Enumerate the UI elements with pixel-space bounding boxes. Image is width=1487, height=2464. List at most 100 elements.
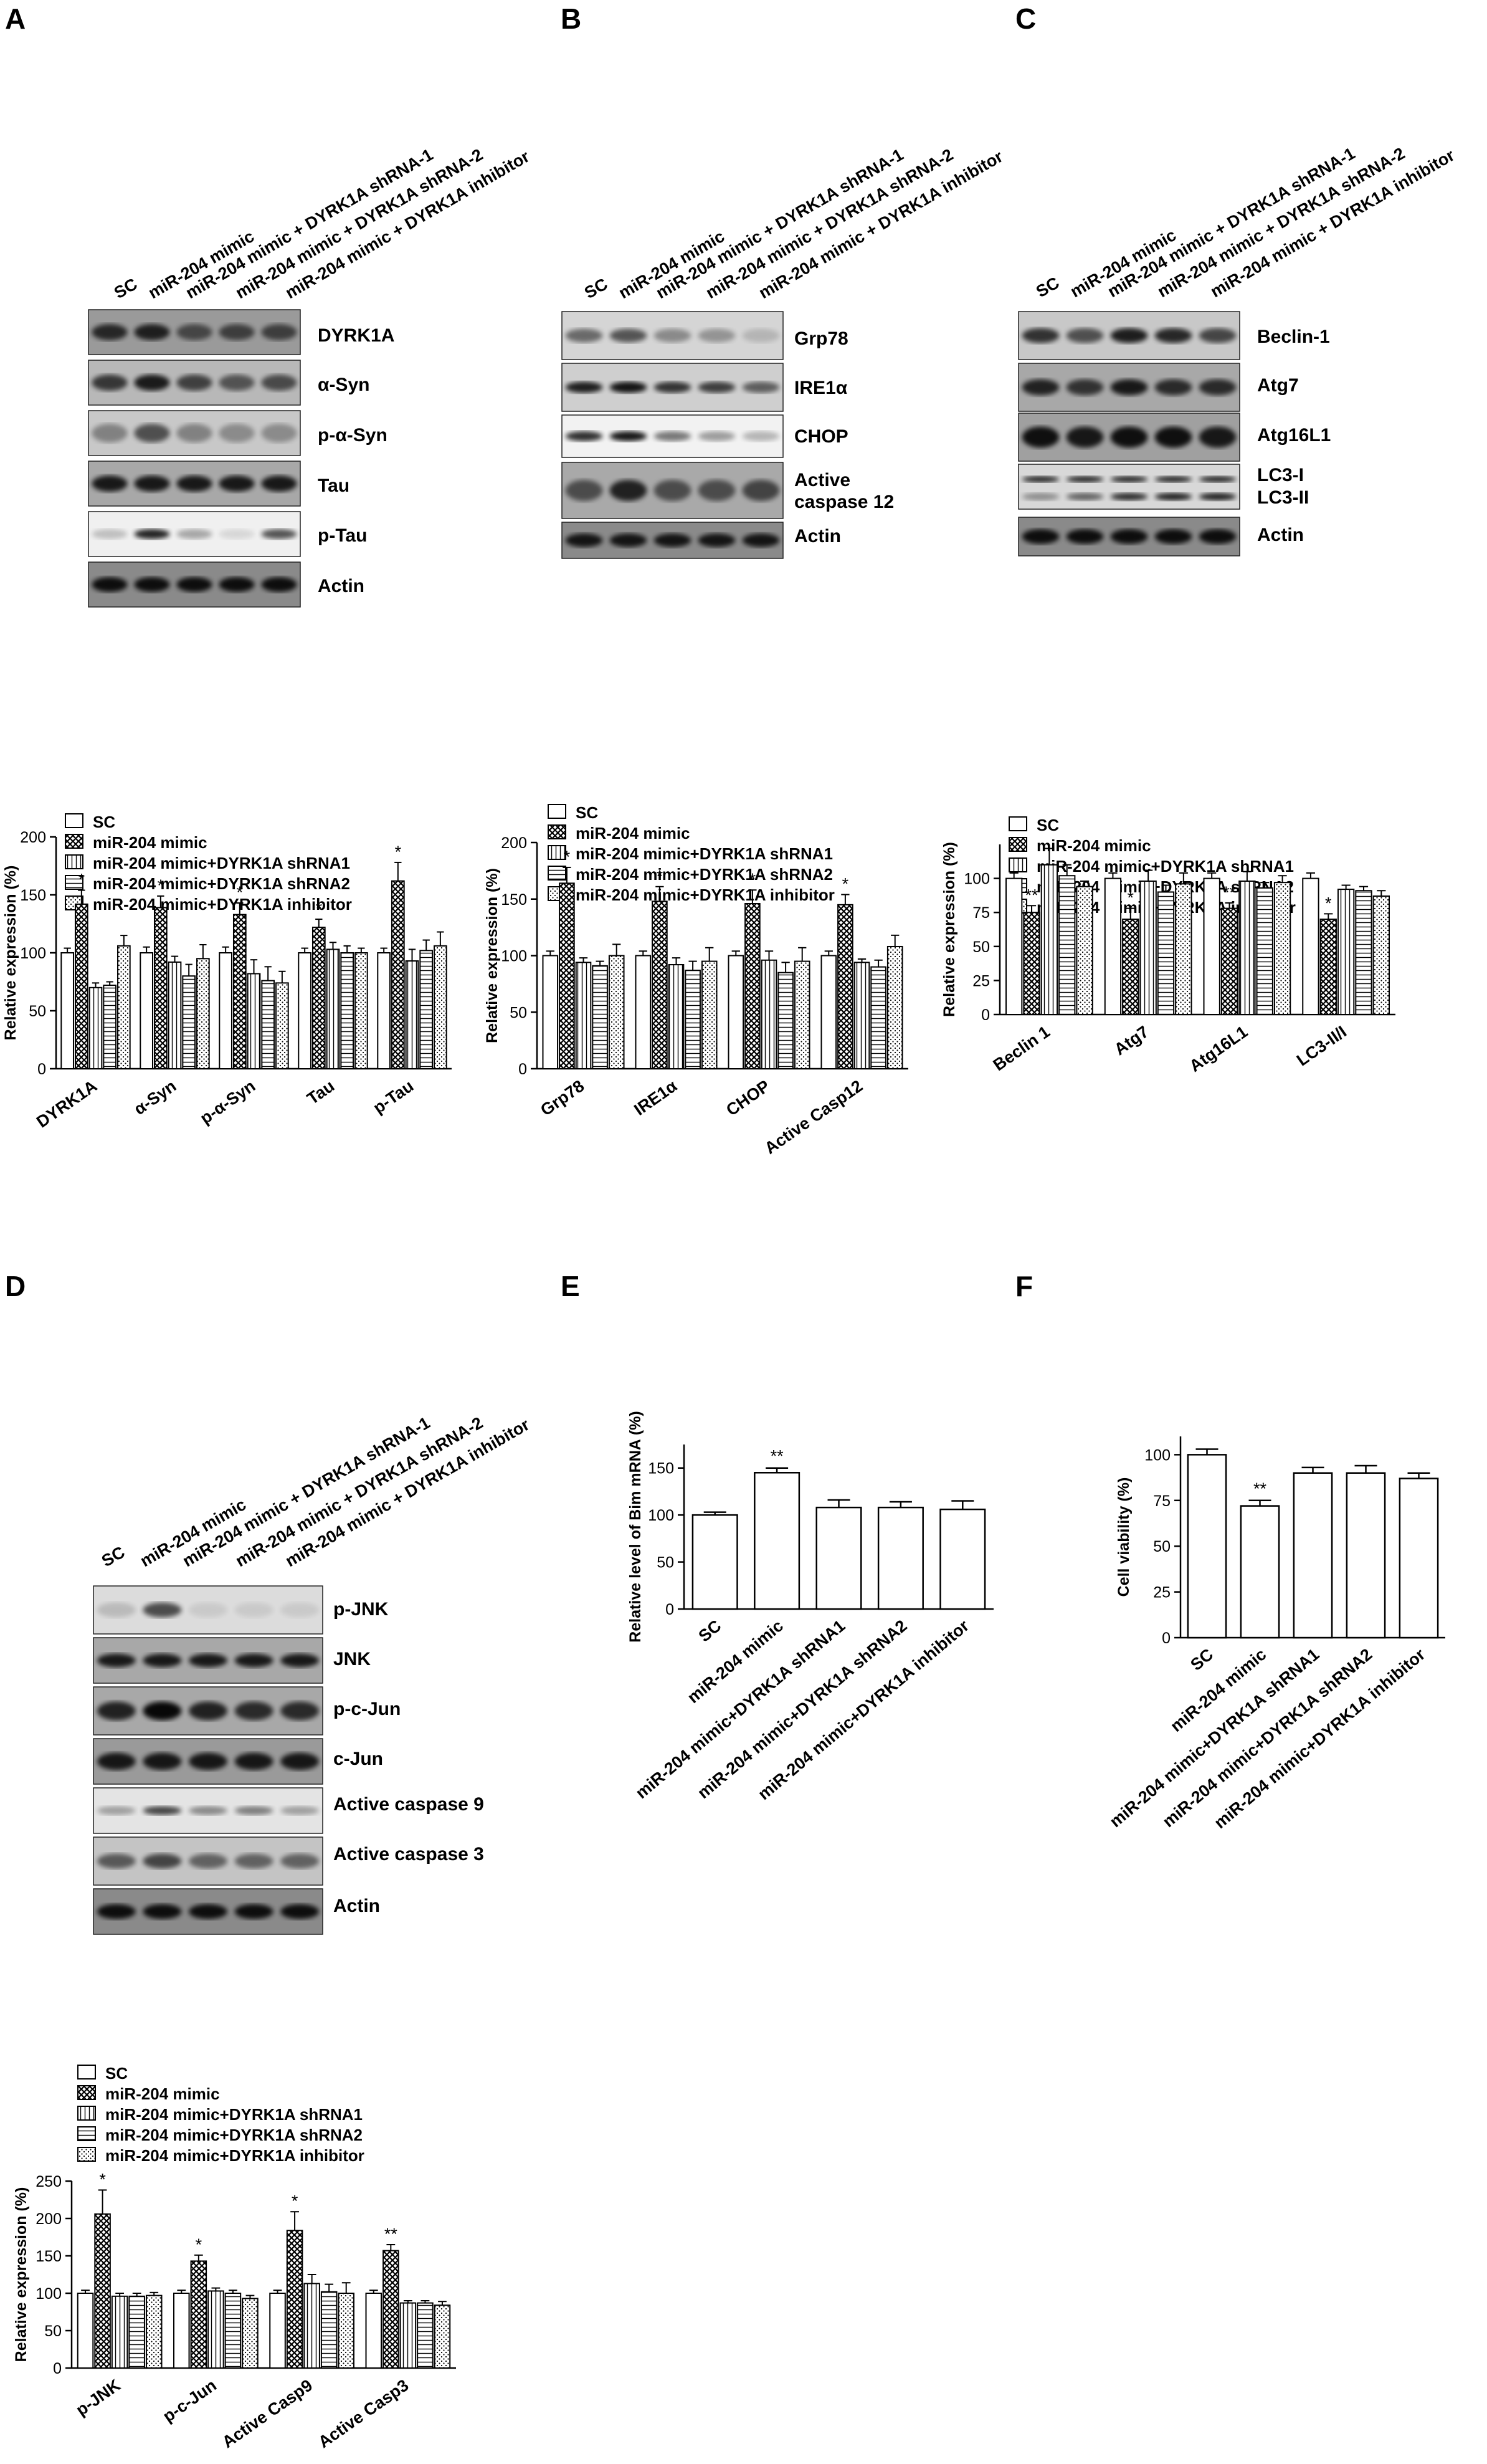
bar: [886, 945, 903, 1069]
bar: [870, 966, 886, 1070]
blot-band: [280, 1904, 320, 1919]
x-tick-label: Tau: [303, 1076, 338, 1108]
bar: [1256, 887, 1273, 1015]
x-tick-label: Active Casp9: [219, 2376, 316, 2452]
blot-band: [92, 577, 128, 592]
blot-band: [176, 577, 212, 592]
blot-strip: [93, 1787, 323, 1834]
blot-band: [1154, 426, 1192, 448]
blot-strip: [1018, 311, 1240, 360]
y-tick-label: 250: [36, 2173, 62, 2190]
bar: [777, 972, 794, 1069]
bar: [128, 2295, 145, 2369]
legend-swatch: [548, 866, 566, 881]
bar: [340, 952, 354, 1069]
blot-band: [742, 328, 780, 343]
significance-mark: **: [771, 1447, 784, 1466]
blot-band: [1110, 426, 1148, 448]
blot-band: [1110, 379, 1148, 396]
bar: [1104, 877, 1122, 1015]
blot-band: [97, 1904, 136, 1919]
bar: [405, 960, 419, 1070]
legend-swatch: [1009, 857, 1027, 872]
blot-band: [280, 1806, 320, 1815]
bar: [377, 952, 391, 1069]
blot-band: [261, 529, 297, 539]
y-tick-label: 50: [29, 1003, 46, 1020]
x-tick-label: miR-204 mimic+DYRK1A shRNA1: [1106, 1645, 1323, 1831]
y-tick-label: 0: [53, 2360, 62, 2377]
blot-band: [176, 375, 212, 391]
y-axis-label: Relative expression (%): [941, 842, 958, 1017]
legend-label: miR-204 mimic: [105, 2084, 220, 2103]
blot-band: [1110, 493, 1148, 500]
bar: [88, 986, 103, 1070]
panel-label-e: E: [561, 1270, 580, 1302]
significance-mark: *: [99, 2170, 106, 2189]
blot-strip: [561, 462, 784, 519]
y-tick-label: 25: [972, 972, 990, 990]
blot-band: [698, 533, 736, 547]
blot-band: [280, 1701, 320, 1721]
significance-mark: *: [1128, 889, 1134, 907]
legend-label: SC: [576, 803, 598, 822]
blot-band: [143, 1752, 182, 1770]
lane-label: SC: [1033, 273, 1062, 301]
blot-label: Grp78: [794, 328, 848, 349]
blot-band: [1199, 476, 1237, 482]
legend-swatch: [548, 824, 566, 839]
blot-band: [92, 529, 128, 539]
blot-band: [97, 1853, 136, 1869]
blot-band: [609, 480, 647, 501]
significance-mark: *: [1325, 894, 1332, 912]
blot-band: [143, 1602, 182, 1618]
lane-label: SC: [98, 1542, 128, 1570]
legend-label: miR-204 mimic+DYRK1A inhibitor: [93, 895, 352, 914]
blot-band: [609, 533, 647, 547]
bar: [1293, 1472, 1333, 1639]
y-tick-label: 0: [665, 1601, 674, 1618]
bar: [1058, 875, 1076, 1016]
bar: [1187, 1454, 1227, 1639]
blot-band: [565, 533, 603, 547]
bar: [434, 945, 447, 1069]
lane-label: miR-204 mimic + DYRK1A shRNA-2: [1154, 144, 1408, 301]
blot-band: [143, 1853, 182, 1869]
bar: [815, 1506, 862, 1610]
bar: [1175, 883, 1192, 1016]
legend-label: miR-204 mimic: [576, 824, 690, 843]
bar: [434, 2304, 451, 2369]
bar: [559, 882, 575, 1069]
bar: [269, 2293, 286, 2369]
y-tick-label: 200: [501, 834, 527, 852]
legend-label: SC: [105, 2064, 128, 2083]
blot-strip: [561, 522, 784, 559]
blot-label: Actin: [333, 1896, 380, 1916]
blot-band: [261, 424, 297, 442]
bar: [794, 960, 810, 1069]
x-tick-label: Atg16L1: [1186, 1022, 1251, 1076]
blot-band: [189, 1602, 227, 1618]
significance-mark: *: [842, 874, 849, 893]
bar: [728, 955, 744, 1069]
legend-label: miR-204 mimic+DYRK1A inhibitor: [576, 886, 835, 904]
x-tick-label: SC: [695, 1616, 725, 1646]
bar: [399, 2302, 417, 2369]
blot-band: [189, 1752, 227, 1770]
bar: [382, 2250, 399, 2369]
bar: [853, 962, 870, 1070]
bar: [1346, 1472, 1386, 1639]
blot-band: [261, 577, 297, 592]
legend-label: miR-204 mimic+DYRK1A inhibitor: [105, 2146, 364, 2165]
bar: [232, 914, 247, 1069]
blot-band: [261, 324, 297, 340]
x-tick-label: Beclin 1: [990, 1022, 1053, 1074]
blot-label: Actin: [794, 526, 841, 547]
bar: [820, 955, 837, 1069]
bar: [77, 2293, 94, 2369]
bar: [685, 970, 701, 1069]
blot-band: [189, 1701, 227, 1721]
y-tick-label: 0: [1162, 1630, 1171, 1647]
blot-label: Beclin-1: [1257, 327, 1330, 347]
